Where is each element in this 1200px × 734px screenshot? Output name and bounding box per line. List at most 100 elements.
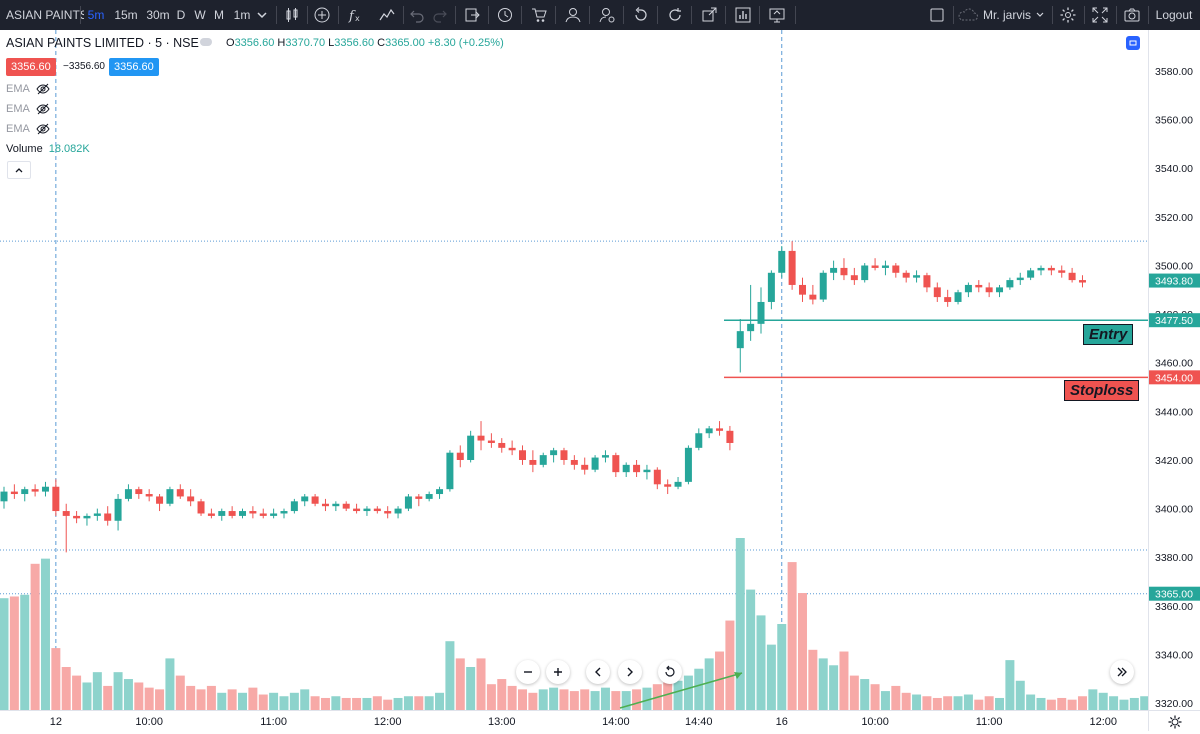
chart-pane[interactable] [0, 30, 1148, 710]
spread-value: −3356.60 [63, 61, 105, 72]
scroll-left-button[interactable] [586, 660, 610, 684]
redo-icon[interactable] [425, 0, 455, 30]
price-tick-label: 3500.00 [1155, 260, 1193, 272]
square-icon[interactable] [922, 0, 952, 30]
candle-body [487, 440, 495, 443]
axis-settings-corner[interactable] [1148, 710, 1200, 731]
candle-body [83, 515, 91, 519]
candles-icon[interactable] [277, 0, 307, 30]
timeframe-1m[interactable]: 1m [233, 8, 251, 22]
screen-icon[interactable] [762, 0, 792, 30]
gear-icon[interactable] [1053, 0, 1083, 30]
reset-chart-button[interactable] [658, 660, 682, 684]
price-tick-label: 3460.00 [1155, 358, 1193, 370]
close-key: C [377, 37, 386, 49]
scroll-to-realtime-button[interactable] [1110, 660, 1134, 684]
timeframe-w[interactable]: W [194, 8, 206, 22]
candle-body [52, 486, 60, 512]
collapse-legend-button[interactable] [7, 161, 31, 179]
toolbar-divider [589, 6, 590, 24]
timeframe-d[interactable]: D [176, 8, 186, 22]
timeframe-15m[interactable]: 15m [114, 8, 138, 22]
candle-body [207, 513, 215, 516]
refresh-icon[interactable] [660, 0, 690, 30]
alert-icon[interactable] [490, 0, 520, 30]
external-link-icon[interactable] [694, 0, 724, 30]
price-axis[interactable]: 3580.003560.003540.003520.003500.003480.… [1148, 30, 1200, 710]
volume-bar [320, 697, 330, 710]
eye-off-icon[interactable] [36, 83, 50, 95]
indicators-icon[interactable] [372, 0, 402, 30]
candle-body [923, 275, 931, 288]
candle-body [798, 284, 806, 295]
candle-body [601, 455, 609, 458]
user-icon[interactable] [558, 0, 588, 30]
undo-icon[interactable] [402, 0, 432, 30]
sync-icon[interactable] [1126, 36, 1140, 50]
zoom-in-button[interactable] [546, 660, 570, 684]
volume-bar [611, 691, 621, 710]
sell-price-badge[interactable]: 3356.60 [6, 58, 56, 76]
volume-legend[interactable]: Volume 18.082K [6, 143, 90, 155]
open-key: O [226, 37, 235, 49]
candle-body [954, 292, 962, 302]
stoploss-label[interactable]: Stoploss [1064, 380, 1140, 401]
cart-icon[interactable] [524, 0, 554, 30]
logout-button[interactable]: Logout [1155, 8, 1193, 22]
marker-price-badge [1149, 586, 1200, 601]
timeframe-30m[interactable]: 30m [146, 8, 170, 22]
time-axis[interactable]: 12 10:00 11:00 12:00 13:00 14:00 14:40 16 10:00 1… [0, 710, 1148, 731]
price-tick-label: 3420.00 [1155, 455, 1193, 467]
candle-body [830, 267, 838, 273]
chevron-down-icon[interactable] [252, 0, 272, 30]
timeframe-5m[interactable]: 5m [87, 8, 105, 22]
export-icon[interactable] [457, 0, 487, 30]
volume-bar [1026, 694, 1036, 710]
camera-icon[interactable] [1117, 0, 1147, 30]
buy-price-badge[interactable]: 3356.60 [109, 58, 159, 76]
volume-bar [466, 667, 476, 710]
volume-bar [227, 689, 237, 710]
candle-body [311, 496, 319, 504]
volume-bar [808, 649, 818, 710]
entry-label[interactable]: Entry [1083, 324, 1134, 345]
price-tick-label: 3440.00 [1155, 406, 1193, 418]
candle-body [1058, 270, 1066, 273]
toolbar-divider [725, 6, 726, 24]
volume-bar [818, 658, 828, 710]
plus-circle-icon[interactable] [307, 0, 337, 30]
volume-bar [103, 685, 113, 710]
scroll-right-button[interactable] [618, 660, 642, 684]
volume-bar [704, 658, 714, 710]
toolbar-divider [307, 6, 308, 24]
last-price-label: 3493.80 [1155, 276, 1193, 288]
eye-off-icon[interactable] [36, 103, 50, 115]
volume-bar [497, 679, 507, 710]
eye-off-icon[interactable] [36, 123, 50, 135]
price-tick-label: 3400.00 [1155, 504, 1193, 516]
symbol-search[interactable]: ASIAN PAINTS [6, 8, 84, 22]
volume-bar [860, 679, 870, 710]
high-key: H [277, 37, 286, 49]
user-menu[interactable]: Mr. jarvis [957, 0, 1049, 30]
candle-body [871, 265, 879, 268]
indicator-ema-2[interactable]: EMA [6, 103, 50, 115]
reset-icon[interactable] [626, 0, 656, 30]
indicator-ema-1[interactable]: EMA [6, 83, 50, 95]
chart-box-icon[interactable] [728, 0, 758, 30]
volume-bar [901, 692, 911, 710]
zoom-out-button[interactable] [516, 660, 540, 684]
candle-body [93, 513, 101, 516]
timeframe-m[interactable]: M [214, 8, 224, 22]
trend-arrow [619, 672, 743, 709]
volume-bar [455, 658, 465, 710]
fullscreen-icon[interactable] [1085, 0, 1115, 30]
price-chart[interactable] [0, 30, 1148, 710]
indicator-ema-3[interactable]: EMA [6, 123, 50, 135]
gear-icon[interactable] [1149, 711, 1200, 731]
candle-body [456, 452, 464, 460]
legend-toggle-icon[interactable] [200, 38, 212, 46]
candle-body [933, 287, 941, 298]
user-settings-icon[interactable] [592, 0, 622, 30]
